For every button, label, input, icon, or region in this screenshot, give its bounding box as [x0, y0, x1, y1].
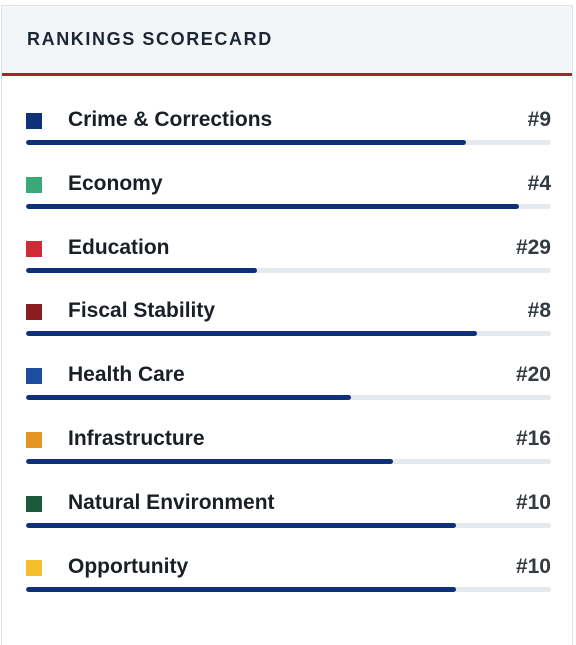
scorecard-row[interactable]: Economy #4 — [26, 170, 551, 218]
category-color-swatch — [26, 113, 42, 129]
rank-bar-track — [26, 522, 551, 528]
category-rank: #4 — [527, 171, 551, 195]
category-rank: #10 — [515, 490, 551, 514]
scorecard-row[interactable]: Education #29 — [26, 234, 551, 282]
category-label: Health Care — [68, 363, 185, 387]
rank-bar-track — [26, 331, 551, 337]
scorecard-row[interactable]: Crime & Corrections #9 — [26, 106, 551, 154]
rank-bar-fill — [26, 459, 393, 464]
scorecard-row[interactable]: Fiscal Stability #8 — [26, 297, 551, 345]
scorecard-row[interactable]: Opportunity #10 — [26, 553, 551, 601]
rank-bar-fill — [26, 522, 456, 528]
rank-bar-track — [26, 267, 551, 273]
rank-bar-fill — [26, 203, 519, 209]
category-label: Economy — [68, 171, 163, 195]
category-rank: #16 — [515, 427, 551, 450]
category-color-swatch — [26, 432, 42, 448]
category-rank: #9 — [527, 108, 551, 131]
category-label: Natural Environment — [68, 490, 275, 514]
scorecard-row[interactable]: Health Care #20 — [26, 361, 551, 409]
category-label: Fiscal Stability — [68, 299, 216, 323]
scorecard-header: RANKINGS SCORECARD — [2, 6, 572, 76]
category-color-swatch — [26, 240, 42, 257]
category-color-swatch — [26, 559, 42, 576]
rank-bar-fill — [26, 267, 257, 273]
scorecard-row[interactable]: Infrastructure #16 — [26, 425, 551, 473]
rank-bar-fill — [26, 331, 477, 337]
rank-bar-track — [26, 140, 551, 145]
category-label: Infrastructure — [68, 427, 205, 450]
rank-bar-track — [26, 586, 551, 592]
category-color-swatch — [26, 368, 42, 385]
category-rank: #10 — [515, 554, 551, 578]
scorecard-row[interactable]: Natural Environment #10 — [26, 489, 551, 537]
rank-bar-track — [26, 395, 551, 401]
category-label: Opportunity — [68, 554, 189, 578]
rank-bar-track — [26, 203, 551, 209]
category-color-swatch — [26, 176, 42, 193]
category-rank: #20 — [515, 363, 551, 387]
category-color-swatch — [26, 495, 42, 512]
category-label: Crime & Corrections — [68, 108, 273, 131]
rank-bar-track — [26, 459, 551, 464]
category-rank: #8 — [527, 299, 551, 323]
rank-bar-fill — [26, 395, 351, 401]
category-rank: #29 — [515, 235, 551, 259]
category-label: Education — [68, 235, 170, 259]
scorecard-title: RANKINGS SCORECARD — [27, 29, 273, 49]
rankings-scorecard-card: RANKINGS SCORECARD Crime & Corrections #9… — [1, 5, 573, 645]
category-color-swatch — [26, 304, 42, 321]
rank-bar-fill — [26, 140, 466, 145]
rank-bar-fill — [26, 586, 456, 592]
